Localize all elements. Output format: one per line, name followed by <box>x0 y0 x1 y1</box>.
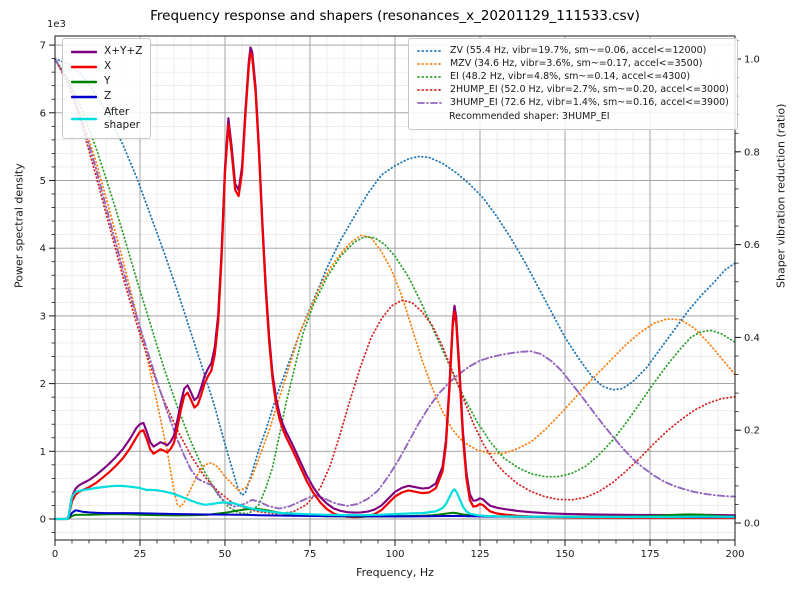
series-after-shaper <box>53 484 737 521</box>
legend-item: 2HUMP_EI (52.0 Hz, vibr=2.7%, sm~=0.20, … <box>417 83 729 96</box>
recommended-shaper-note: Recommended shaper: 3HUMP_EI <box>449 111 610 122</box>
left-y-tick-label: 5 <box>40 176 46 187</box>
legend-item-label: X+Y+Z <box>104 45 143 57</box>
legend-psd-series: X+Y+Z X Y Z After shaper <box>62 38 152 139</box>
legend-line-sample <box>71 117 97 120</box>
legend-line-sample <box>417 49 443 52</box>
series-x <box>53 51 737 521</box>
x-tick-label: 100 <box>385 549 404 560</box>
x-tick-label: 25 <box>134 549 147 560</box>
legend-line-sample <box>417 75 443 78</box>
legend-line-sample <box>71 50 97 53</box>
legend-shapers: ZV (55.4 Hz, vibr=19.7%, sm~=0.06, accel… <box>408 38 738 130</box>
legend-item-label: EI (48.2 Hz, vibr=4.8%, sm~=0.14, accel<… <box>450 71 691 82</box>
legend-line-sample <box>417 88 443 91</box>
legend-line-sample <box>71 65 97 68</box>
x-tick-label: 175 <box>640 549 659 560</box>
legend-item: EI (48.2 Hz, vibr=4.8%, sm~=0.14, accel<… <box>417 70 729 83</box>
right-y-tick-label: 0.4 <box>744 333 760 344</box>
legend-item-label: MZV (34.6 Hz, vibr=3.6%, sm~=0.17, accel… <box>450 58 703 69</box>
legend-item: Z <box>71 89 142 104</box>
right-y-tick-label: 1.0 <box>744 55 760 66</box>
legend-item: X <box>71 59 142 74</box>
left-y-tick-label: 7 <box>40 41 46 52</box>
legend-item: Y <box>71 74 142 89</box>
legend-line-sample <box>71 80 97 84</box>
series-mzv <box>54 58 736 508</box>
x-tick-label: 150 <box>555 549 574 560</box>
legend-item: ZV (55.4 Hz, vibr=19.7%, sm~=0.06, accel… <box>417 44 729 57</box>
legend-item-label: X <box>104 60 112 73</box>
legend-item-label: Z <box>104 90 112 103</box>
legend-item-label: 2HUMP_EI (52.0 Hz, vibr=2.7%, sm~=0.20, … <box>450 84 729 95</box>
right-y-tick-label: 0.0 <box>744 519 760 530</box>
legend-line-sample <box>71 95 97 99</box>
left-y-tick-label: 6 <box>40 108 46 119</box>
right-y-tick-label: 0.6 <box>744 240 760 251</box>
series-zv <box>54 58 736 497</box>
chart-title: Frequency response and shapers (resonanc… <box>150 8 640 24</box>
right-y-tick-label: 0.2 <box>744 426 760 437</box>
left-y-tick-label: 1 <box>40 447 46 458</box>
legend-line-sample <box>417 62 443 65</box>
x-axis-label: Frequency, Hz <box>356 566 434 579</box>
left-y-tick-label: 0 <box>40 515 46 526</box>
legend-item-label: After shaper <box>104 105 141 131</box>
series-ei <box>54 58 736 515</box>
legend-item: X+Y+Z <box>71 44 142 59</box>
y-axis-offset-text: 1e3 <box>47 19 66 30</box>
left-y-tick-label: 2 <box>40 379 46 390</box>
legend-item: After shaper <box>71 105 142 133</box>
x-tick-label: 75 <box>304 549 317 560</box>
series-3hump-ei <box>54 58 736 510</box>
x-tick-label: 0 <box>52 549 58 560</box>
legend-line-sample <box>417 101 443 104</box>
x-tick-label: 50 <box>219 549 232 560</box>
legend-item-label: ZV (55.4 Hz, vibr=19.7%, sm~=0.06, accel… <box>450 45 707 56</box>
left-y-tick-label: 3 <box>40 311 46 322</box>
legend-item-label: Y <box>104 75 111 88</box>
right-y-tick-label: 0.8 <box>744 147 760 158</box>
legend-item: MZV (34.6 Hz, vibr=3.6%, sm~=0.17, accel… <box>417 57 729 70</box>
legend-item-label: 3HUMP_EI (72.6 Hz, vibr=1.4%, sm~=0.16, … <box>450 97 729 108</box>
left-y-tick-label: 4 <box>40 244 46 255</box>
legend-item: 3HUMP_EI (72.6 Hz, vibr=1.4%, sm~=0.16, … <box>417 96 729 109</box>
x-tick-label: 200 <box>725 549 744 560</box>
x-tick-label: 125 <box>470 549 489 560</box>
